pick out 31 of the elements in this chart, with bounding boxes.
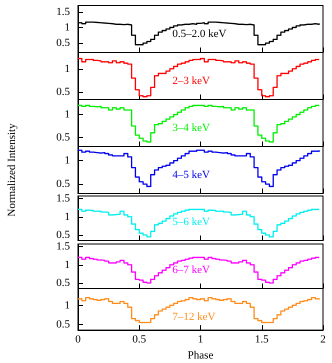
- y-tick-label: 0.5: [56, 86, 70, 98]
- x-tick-label: 0.5: [132, 333, 147, 346]
- series-label: 0.5–2.0 keV: [172, 28, 226, 40]
- y-tick-label: 1: [64, 298, 70, 311]
- y-tick-label: 1: [64, 154, 70, 167]
- x-tick-label: 0: [75, 333, 82, 346]
- series-label: 7–12 keV: [172, 310, 216, 323]
- y-tick-label: 0.5: [56, 276, 70, 289]
- x-tick-label: 2: [320, 333, 326, 346]
- y-tick-label: 1: [64, 21, 70, 34]
- y-tick-label: 0.5: [56, 229, 70, 242]
- series-label: 6–7 keV: [172, 264, 210, 276]
- y-tick-label: 0.5: [56, 37, 70, 50]
- series-label: 2–3 keV: [172, 75, 210, 88]
- x-tick-label: 1.5: [254, 333, 270, 346]
- series-label: 4–5 keV: [172, 169, 210, 182]
- y-tick-label: 1.5: [56, 192, 70, 205]
- y-tick-label: 0.5: [56, 178, 70, 190]
- series-label: 3–4 keV: [172, 122, 210, 134]
- x-tick-label: 1: [198, 333, 204, 346]
- y-tick-label: 0.5: [56, 132, 70, 144]
- y-tick-label: 1: [64, 108, 70, 121]
- y-tick-label: 0.5: [56, 318, 70, 330]
- y-tick-label: 1: [64, 62, 70, 75]
- x-axis-title: Phase: [188, 349, 214, 362]
- y-tick-label: 1: [64, 258, 70, 270]
- y-tick-label: 1.5: [56, 240, 70, 252]
- series-label: 5–6 keV: [172, 216, 210, 228]
- y-axis-title: Normalized Intensity: [6, 123, 18, 216]
- y-tick-label: 1: [64, 211, 70, 224]
- y-tick-label: 1.5: [56, 6, 70, 18]
